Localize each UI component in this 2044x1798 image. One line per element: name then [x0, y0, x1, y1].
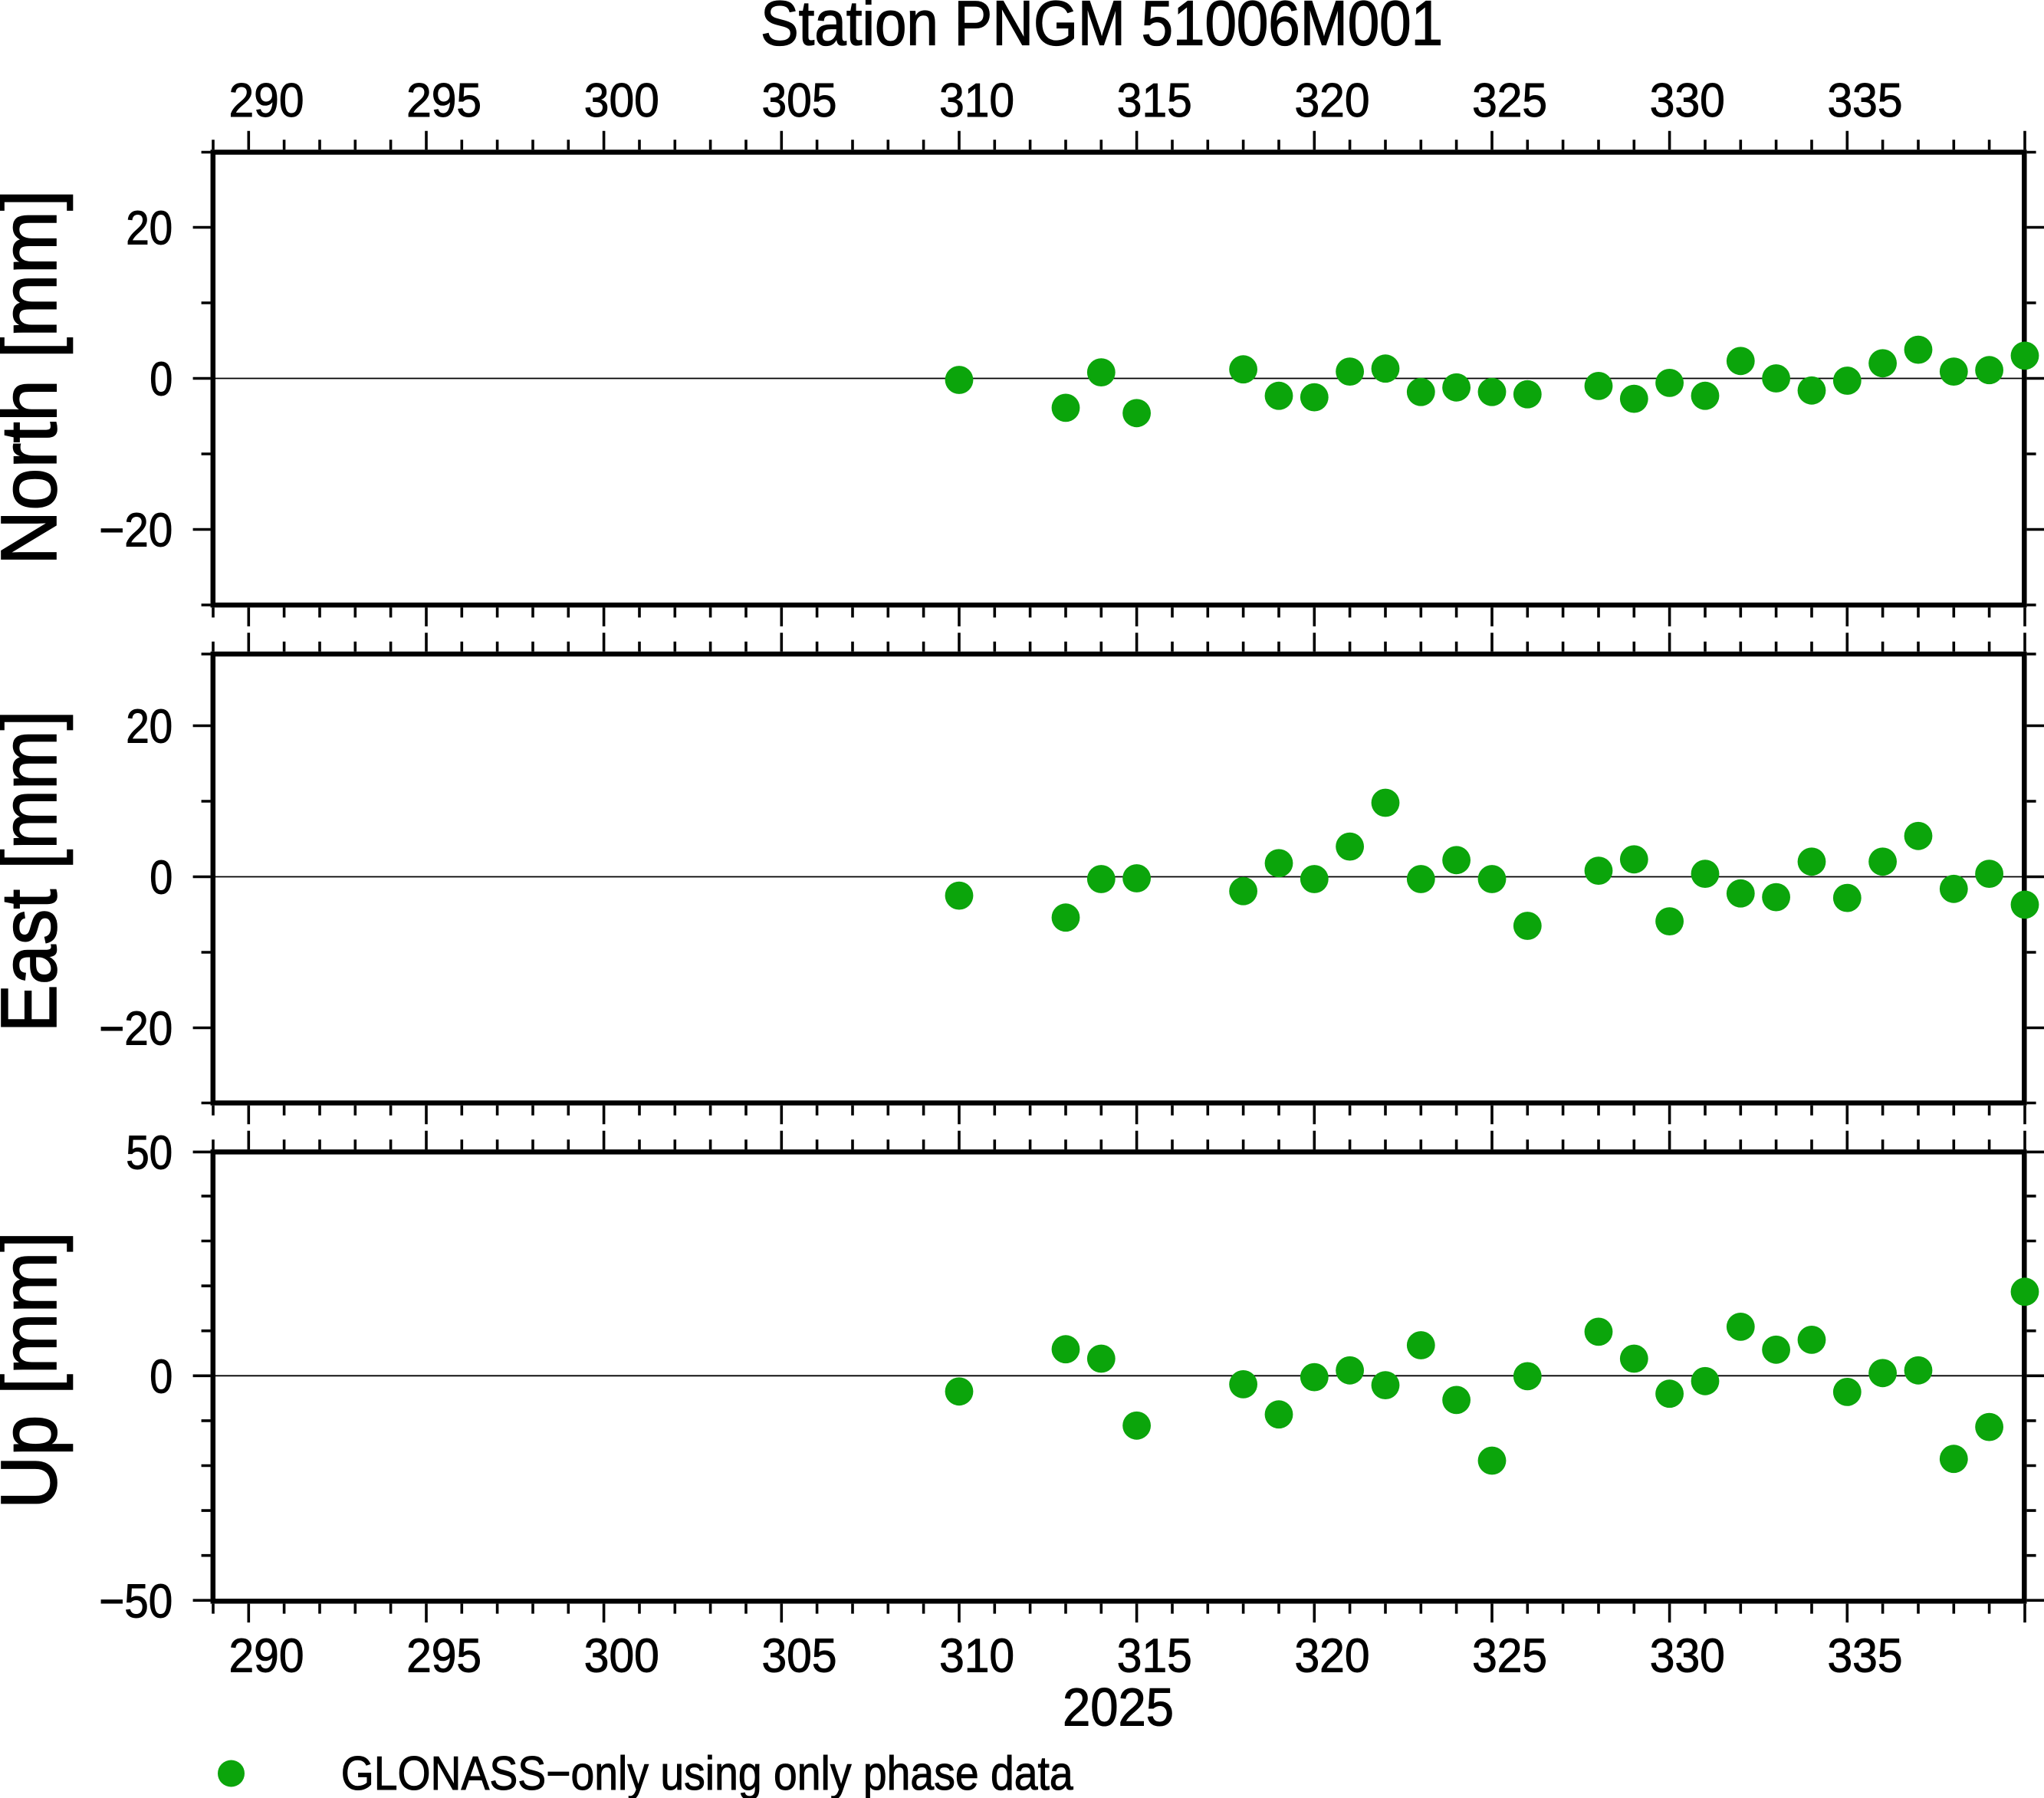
svg-text:315: 315 — [1117, 1629, 1192, 1682]
svg-text:2025: 2025 — [1063, 1678, 1174, 1737]
svg-text:North [mm]: North [mm] — [0, 189, 73, 565]
svg-text:−20: −20 — [99, 505, 173, 557]
svg-text:325: 325 — [1472, 1629, 1547, 1682]
svg-text:0: 0 — [150, 1351, 173, 1404]
svg-text:East [mm]: East [mm] — [0, 710, 73, 1032]
svg-text:300: 300 — [584, 1629, 659, 1682]
svg-text:305: 305 — [762, 74, 837, 127]
svg-text:−50: −50 — [99, 1575, 173, 1628]
svg-text:20: 20 — [126, 701, 173, 754]
svg-text:310: 310 — [939, 74, 1014, 127]
svg-text:Station PNGM 51006M001: Station PNGM 51006M001 — [761, 0, 1443, 59]
svg-text:50: 50 — [126, 1127, 173, 1180]
svg-text:335: 335 — [1828, 74, 1903, 127]
svg-text:290: 290 — [229, 74, 304, 127]
svg-text:GLONASS−only using only phase: GLONASS−only using only phase data — [341, 1747, 1073, 1798]
svg-text:325: 325 — [1472, 74, 1547, 127]
svg-text:320: 320 — [1295, 74, 1370, 127]
svg-text:310: 310 — [939, 1629, 1014, 1682]
svg-text:330: 330 — [1650, 74, 1725, 127]
svg-text:335: 335 — [1828, 1629, 1903, 1682]
svg-text:0: 0 — [150, 353, 173, 406]
svg-text:295: 295 — [406, 1629, 481, 1682]
svg-text:320: 320 — [1295, 1629, 1370, 1682]
svg-text:−20: −20 — [99, 1003, 173, 1056]
svg-text:20: 20 — [126, 202, 173, 255]
svg-text:300: 300 — [584, 74, 659, 127]
svg-text:295: 295 — [406, 74, 481, 127]
svg-text:Up [mm]: Up [mm] — [0, 1231, 73, 1509]
svg-text:290: 290 — [229, 1629, 304, 1682]
svg-text:0: 0 — [150, 852, 173, 905]
svg-text:305: 305 — [762, 1629, 837, 1682]
svg-text:330: 330 — [1650, 1629, 1725, 1682]
svg-text:315: 315 — [1117, 74, 1192, 127]
